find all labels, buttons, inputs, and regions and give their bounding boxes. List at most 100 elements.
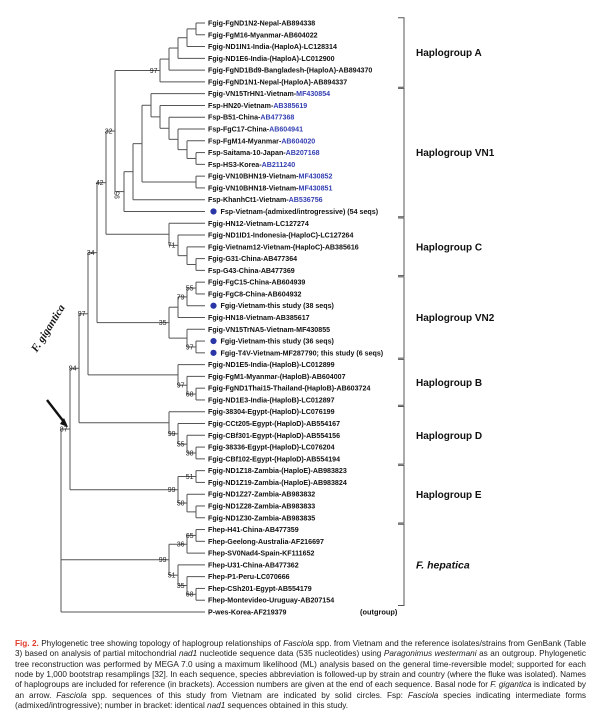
accession-number: AB211240	[262, 161, 296, 169]
caption-segment: as an outgroup. Phylogenetic tree recons…	[15, 649, 586, 690]
outgroup-note: (outgroup)	[360, 608, 398, 617]
taxon-label: Fsp-Saitama-10-Japan-AB207168	[208, 149, 320, 157]
bootstrap-value: 36	[177, 542, 185, 549]
accession-number: AB983835	[281, 514, 315, 522]
accession-number: AB554167	[306, 420, 340, 428]
accession-number: AB604020	[281, 137, 315, 145]
accession-number: AB894338	[281, 20, 315, 28]
taxon-label: Fhep-Geelong-Australia-AF216697	[208, 538, 324, 546]
caption-segment: species indicating intermediate forms (a…	[15, 690, 586, 710]
bootstrap-value: 68	[186, 592, 194, 599]
taxon-label: Fhep-Montevideo-Uruguay-AB207154	[208, 597, 334, 605]
caption-segment: Fasciola	[283, 639, 314, 649]
taxon-label: Fsp-FgC17-China-AB604941	[208, 126, 303, 134]
accession-number: AB477368	[260, 114, 294, 122]
phylogenetic-tree-svg: 9795327142557997353468979738559994515099…	[29, 17, 495, 617]
basal-node-arrow-icon	[46, 399, 65, 423]
accession-number: AB894337	[313, 78, 347, 86]
taxon-label: Fgig-G31-China-AB477364	[208, 255, 297, 263]
clade-bracket	[398, 464, 405, 524]
accession-number: AB477369	[261, 267, 295, 275]
bootstrap-value: 71	[168, 243, 176, 250]
taxon-label: Fgig-VN15TrNA5-Vietnam-MF430855	[208, 326, 330, 334]
bootstrap-value: 95	[114, 191, 121, 199]
taxon-label: Fgig-VN10BHN18-Vietnam-MF430851	[208, 184, 332, 192]
accession-number: AB554156	[306, 432, 340, 440]
caption-segment: nad1	[178, 649, 198, 659]
sample-dot-icon	[210, 349, 217, 356]
bootstrap-value: 87	[60, 426, 68, 433]
bootstrap-value: 35	[159, 320, 167, 327]
taxon-label: Fgig-CBf102-Egypt-(HaploD)-AB554194	[208, 455, 340, 463]
caption-segment: F. gigantica	[490, 680, 532, 690]
taxon-label: Fgig-ND1Z27-Zambia-AB983832	[208, 491, 315, 499]
accession-number: AF219379	[253, 609, 286, 617]
caption-segment: spp. from Vietnam and the reference isol…	[15, 639, 587, 659]
taxon-label: Fsp-G43-China-AB477369	[208, 267, 295, 275]
taxon-label: Fgig-ND1Z30-Zambia-AB983835	[208, 514, 315, 522]
accession-number: MF430851	[299, 184, 333, 192]
accession-number: AB385617	[276, 314, 310, 322]
accession-number: LC070666	[256, 573, 289, 581]
accession-number: LC127264	[320, 232, 353, 240]
accession-number: AB983833	[281, 502, 315, 510]
taxon-label: Fsp-KhanhCt1-Vietnam-AB536756	[208, 196, 323, 204]
f-gigantica-label: F. gigantica	[29, 302, 68, 355]
taxon-label: Fgig-ND1E3-India-(HaploB)-LC012897	[208, 396, 335, 404]
taxon-label: Fgig-HN12-Vietnam-LC127274	[208, 220, 309, 228]
clade-bracket	[398, 217, 405, 277]
taxon-label: Fhep-P1-Peru-LC070666	[208, 573, 290, 581]
taxon-label: Fhep-SV0Nad4-Spain-KF111652	[208, 550, 315, 558]
accession-number: AB554179	[278, 585, 312, 593]
clade-bracket	[398, 358, 405, 406]
accession-number: AB207168	[286, 149, 320, 157]
taxon-label: Fgig-38304-Egypt-(HaploD)-LC076199	[208, 408, 335, 416]
basal-node-arrowhead-icon	[60, 418, 68, 428]
accession-number: MF430852	[299, 173, 333, 181]
taxon-label: Fgig-ND1Z28-Zambia-AB983833	[208, 502, 315, 510]
bootstrap-value: 97	[78, 311, 86, 318]
accession-number: LC012897	[301, 396, 334, 404]
caption-segment: Phylogenetic tree showing topology of ha…	[38, 639, 284, 649]
taxon-label: Fgig-Vietnam-this study (36 seqs)	[221, 338, 335, 346]
figure-caption: Fig. 2. Phylogenetic tree showing topolo…	[15, 639, 586, 711]
taxon-label: Fsp-Vietnam-(admixed/introgressive) (54 …	[221, 208, 379, 216]
bootstrap-value: 55	[177, 442, 185, 449]
taxon-label: Fgig-FgND1Thai15-Thailand-(HaploB)-AB603…	[208, 385, 370, 393]
caption-segment: Fasciola	[56, 690, 87, 700]
accession-number: LC127274	[276, 220, 309, 228]
accession-number: AB477364	[263, 255, 297, 263]
accession-number: AB894370	[338, 67, 372, 75]
taxon-label: Fgig-ND1ID1-Indonesia-(HaploC)-LC127264	[208, 232, 353, 240]
bootstrap-value: 65	[186, 533, 194, 540]
bootstrap-value: 68	[186, 391, 194, 398]
bootstrap-value: 55	[186, 285, 194, 292]
haplogroup-label: Haplogroup VN2	[416, 313, 495, 324]
accession-number: AB207154	[300, 597, 334, 605]
taxon-label: Fgig-ND1E5-India-(HaploB)-LC012899	[208, 361, 335, 369]
figure-number: Fig. 2.	[15, 639, 39, 649]
taxon-label: Fgig-FgM1-Myanmar-(HaploB)-AB604007	[208, 373, 346, 381]
taxon-label: Fgig-ND1E6-India-(HaploA)-LC012900	[208, 55, 335, 63]
taxon-label: Fgig-FgND1N1-Nepal-(HaploA)-AB894337	[208, 78, 347, 86]
accession-number: AB554194	[306, 455, 340, 463]
caption-segment: Fasciola	[407, 690, 439, 700]
bootstrap-value: 97	[177, 383, 185, 390]
accession-number: AB604007	[312, 373, 346, 381]
taxon-label: Fgig-ND1IN1-India-(HaploA)-LC128314	[208, 43, 337, 51]
bootstrap-value: 38	[186, 450, 194, 457]
bootstrap-value: 42	[96, 180, 104, 187]
sample-dot-icon	[210, 337, 217, 345]
accession-number: AB603724	[336, 385, 370, 393]
haplogroup-label: Haplogroup C	[416, 242, 482, 253]
accession-number: AB604932	[268, 290, 302, 298]
taxon-label: Fgig-ND1Z18-Zambia-(HaploE)-AB983823	[208, 467, 347, 475]
caption-segment: Paragonimus westermani	[383, 649, 477, 659]
accession-number: AB983823	[313, 467, 347, 475]
accession-number: AF216697	[291, 538, 324, 546]
bootstrap-value: 51	[168, 573, 176, 580]
taxon-label: Fgig-T4V-Vietnam-MF287790; this study (6…	[221, 349, 384, 357]
clade-bracket	[398, 87, 405, 218]
haplogroup-label: Haplogroup B	[416, 378, 482, 389]
